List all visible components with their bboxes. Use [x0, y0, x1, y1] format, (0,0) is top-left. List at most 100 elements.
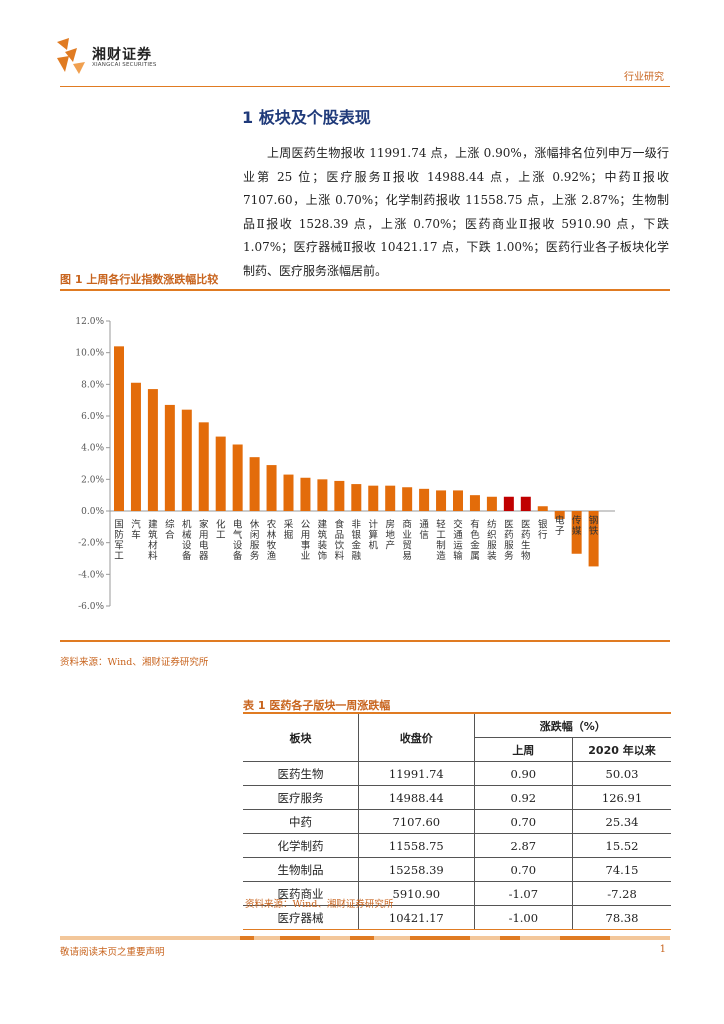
bar [249, 457, 260, 511]
category-label: 轻工制造 [436, 519, 446, 562]
cell-week: 0.92 [473, 785, 573, 810]
cell-sector: 医药商业 [243, 881, 359, 906]
bar [351, 484, 362, 511]
category-label: 休闲服务 [250, 519, 260, 562]
cell-week: -1.07 [473, 881, 573, 906]
category-label: 纺织服装 [487, 519, 497, 562]
category-label: 房地产 [385, 519, 395, 552]
bar [114, 346, 124, 511]
category-label: 汽车 [131, 519, 141, 541]
cell-sector: 医疗服务 [243, 785, 359, 810]
y-tick-label: 10.0% [75, 349, 104, 359]
figure-source: 资料来源：Wind、湘财证券研究所 [60, 657, 209, 668]
table-row: 医疗器械 10421.17 -1.00 78.38 [243, 905, 671, 930]
bar [300, 477, 311, 511]
bar [266, 465, 277, 511]
bar [181, 409, 192, 511]
bar [198, 422, 209, 511]
category-label: 化工 [216, 519, 226, 541]
category-label: 医药服务 [504, 520, 514, 562]
y-tick-label: 0.0% [81, 507, 104, 517]
bar [469, 495, 480, 511]
cell-ytd: 126.91 [572, 785, 671, 810]
section-title: 1 板块及个股表现 [242, 108, 371, 127]
category-label: 农林牧渔 [267, 519, 277, 562]
figure-bottom-rule [60, 640, 670, 642]
table-source: 资料来源：Wind、湘财证券研究所 [245, 899, 394, 910]
category-label: 传媒 [572, 515, 582, 537]
cell-sector: 化学制药 [243, 833, 359, 858]
bar [486, 496, 497, 511]
cell-ytd: 15.52 [572, 833, 671, 858]
figure-label: 图 1 上周各行业指数涨跌幅比较 [60, 273, 219, 286]
y-tick-label: -4.0% [78, 570, 104, 580]
figure-top-rule [60, 289, 670, 291]
footer-decor-bar [60, 936, 670, 940]
category-label: 计算机 [368, 519, 378, 552]
category-label: 银行 [538, 519, 548, 541]
cell-week: 0.70 [473, 857, 573, 882]
bar [368, 485, 379, 511]
table-row: 生物制品 15258.39 0.70 74.15 [243, 857, 671, 882]
sector-table: 板块 收盘价 涨跌幅（%） 上周 2020 年以来 医药生物 11991.74 0.… [243, 712, 671, 930]
cell-ytd: 25.34 [572, 809, 671, 834]
category-label: 综合 [165, 519, 175, 541]
cell-sector: 生物制品 [243, 857, 359, 882]
y-tick-label: 2.0% [81, 475, 104, 485]
cell-week: 2.87 [473, 833, 573, 858]
bar [130, 382, 141, 511]
cell-close: 11558.75 [358, 833, 475, 858]
bar [436, 490, 447, 511]
category-label: 机械设备 [182, 519, 192, 562]
category-label: 建筑材料 [148, 519, 158, 562]
cell-close: 15258.39 [358, 857, 475, 882]
bar [385, 485, 396, 511]
cell-close: 11991.74 [358, 761, 475, 786]
col-header-sector: 板块 [243, 712, 359, 762]
table-row: 化学制药 11558.75 2.87 15.52 [243, 833, 671, 858]
category-label: 医药生物 [521, 520, 531, 562]
y-tick-label: 6.0% [81, 412, 104, 422]
category-label: 食品饮料 [335, 519, 345, 562]
cell-ytd: 74.15 [572, 857, 671, 882]
col-header-close: 收盘价 [358, 712, 475, 762]
bar [283, 474, 294, 511]
bar-chart: 12.0% 10.0% 8.0% 6.0% 4.0% 2.0% 0.0% -2.0% -4.0%… [75, 317, 615, 612]
cell-week: -1.00 [473, 905, 573, 930]
bar [554, 511, 565, 519]
col-header-week: 上周 [473, 737, 573, 762]
cell-ytd: 78.38 [572, 905, 671, 930]
section-paragraph: 上周医药生物报收 11991.74 点，上涨 0.90%，涨幅排名位列申万一级行… [243, 146, 669, 278]
header-category: 行业研究 [624, 72, 664, 83]
cell-close: 10421.17 [358, 905, 475, 930]
y-tick-label: -6.0% [78, 602, 104, 612]
bar [402, 487, 413, 511]
category-label: 采掘 [284, 520, 294, 541]
cell-sector: 医药生物 [243, 761, 359, 786]
cell-week: 0.70 [473, 809, 573, 834]
category-label: 电子 [555, 515, 565, 537]
header-divider [60, 86, 670, 87]
bar [419, 488, 430, 511]
table-row: 医药商业 5910.90 -1.07 -7.28 [243, 881, 671, 906]
category-label: 商业贸易 [402, 519, 412, 562]
bar [571, 511, 582, 554]
bar [147, 389, 158, 511]
cell-close: 7107.60 [358, 809, 475, 834]
table-row: 医疗服务 14988.44 0.92 126.91 [243, 785, 671, 810]
logo-subtitle: XIANGCAI SECURITIES [92, 62, 157, 68]
bar [503, 496, 514, 511]
table-caption: 表 1 医药各子版块一周涨跌幅 [243, 699, 391, 712]
company-logo-icon [57, 38, 85, 74]
bar [520, 496, 531, 511]
bar [537, 506, 548, 511]
logo-name: 湘财证券 [92, 47, 152, 63]
bar [453, 490, 463, 511]
cell-close: 14988.44 [358, 785, 475, 810]
category-label: 家用电器 [199, 519, 209, 562]
bar [232, 444, 243, 511]
table-row: 医药生物 11991.74 0.90 50.03 [243, 761, 671, 786]
category-label: 建筑装饰 [318, 519, 328, 562]
category-label: 公用事业 [301, 520, 311, 562]
category-label: 钢铁 [589, 515, 599, 537]
